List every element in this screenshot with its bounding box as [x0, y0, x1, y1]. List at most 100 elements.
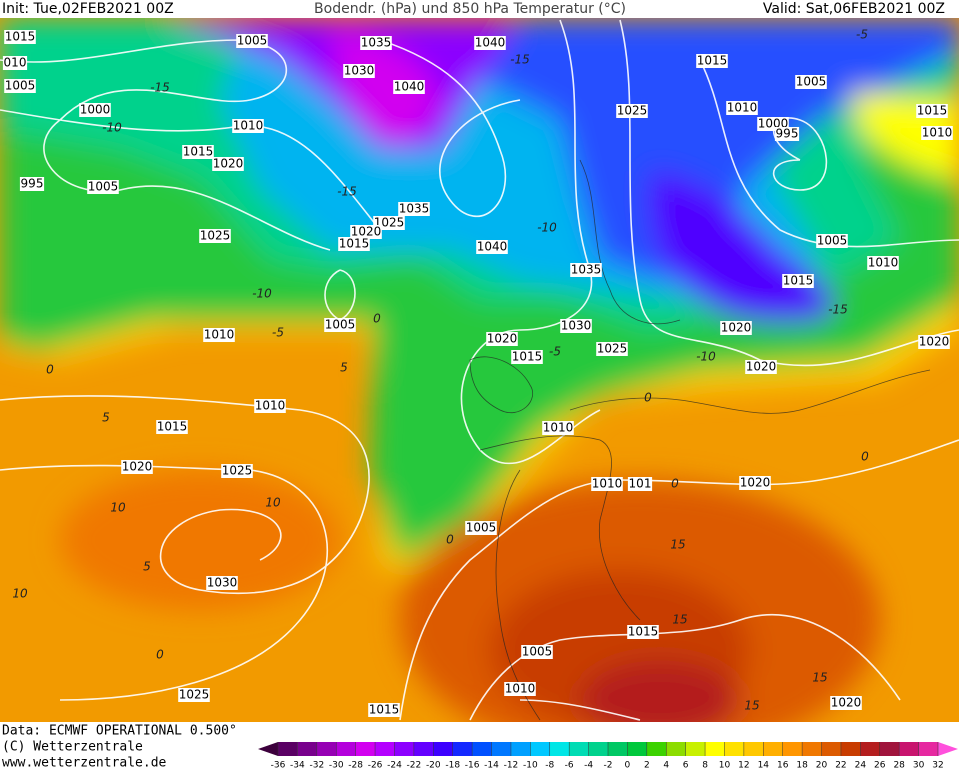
colorbar-tick-label: -12 — [504, 761, 519, 770]
temperature-label: 0 — [644, 391, 652, 405]
colorbar-tick-label: -20 — [426, 761, 441, 770]
colorbar: -36 -34 -32 -30 -28 -26 -24 -22 -20 -18 -16 -14 -12-… — [258, 742, 958, 770]
colorbar-tick-label: -10 — [523, 761, 538, 770]
temperature-label: -5 — [272, 326, 284, 340]
temperature-label: -5 — [549, 345, 561, 359]
isobar-label: 1015 — [369, 703, 400, 717]
isobar-label: 1010 — [543, 421, 574, 435]
colorbar-segment — [821, 742, 841, 756]
colorbar-tick-label: 22 — [835, 761, 846, 770]
colorbar-segment — [491, 742, 511, 756]
colorbar-segment — [705, 742, 725, 756]
colorbar-tick-label: -24 — [387, 761, 402, 770]
isobar-label-box — [350, 225, 382, 239]
colorbar-tick-label: 4 — [663, 761, 669, 770]
isobar-label: 1015 — [157, 420, 188, 434]
isobar-label: 1005 — [522, 645, 553, 659]
isobar-label: 1015 — [183, 145, 214, 159]
colorbar-segment — [646, 742, 667, 756]
colorbar-segment — [530, 742, 550, 756]
isobar-label-box — [921, 126, 953, 140]
isobar-label-box — [232, 119, 264, 133]
colorbar-segment — [724, 742, 744, 756]
isobar-label: 1005 — [796, 75, 827, 89]
isobar-label: 1030 — [344, 64, 375, 78]
colorbar-tick-label: -34 — [290, 761, 305, 770]
isobar-label: 1010 — [922, 126, 953, 140]
colorbar-segment — [278, 742, 298, 756]
isobar-label-box — [560, 319, 592, 333]
isobar-label: 1020 — [351, 225, 382, 239]
colorbar-segment — [297, 742, 317, 756]
isobar-label-box — [343, 64, 375, 78]
colorbar-tick-label: 10 — [719, 761, 731, 770]
temperature-label: 0 — [46, 363, 54, 377]
isobar-label: 1035 — [361, 36, 392, 50]
isobar-label-box — [178, 688, 210, 702]
isobar-label-box — [4, 30, 36, 44]
temperature-label: 0 — [156, 648, 164, 662]
colorbar-segment — [685, 742, 706, 756]
temperature-label: 15 — [812, 671, 827, 685]
colorbar-tick-label: 16 — [777, 761, 789, 770]
temperature-label: 10 — [265, 496, 281, 510]
isobar-label-box — [19, 177, 45, 191]
isobar-label: 1010 — [204, 328, 235, 342]
isobar-label: 1020 — [487, 332, 518, 346]
isobar-label: 1005 — [817, 234, 848, 248]
isobar-label-box — [830, 696, 862, 710]
colorbar-segment — [433, 742, 453, 756]
isobar-label: 1025 — [617, 104, 648, 118]
colorbar-segment — [666, 742, 686, 756]
data-source: Data: ECMWF OPERATIONAL 0.500° — [2, 724, 237, 739]
temperature-label: 15 — [670, 538, 685, 552]
temperature-label: 0 — [671, 477, 679, 491]
colorbar-tick-label: -30 — [329, 761, 344, 770]
isobar-label-box — [726, 101, 758, 115]
copyright: (C) Wetterzentrale — [2, 740, 143, 755]
isobar-label-box — [627, 625, 659, 639]
isobar-label-box — [254, 399, 286, 413]
colorbar-segment — [763, 742, 783, 756]
isobar-label: 1015 — [339, 237, 370, 251]
isobar-label: 1020 — [746, 360, 777, 374]
header-bar — [0, 0, 959, 18]
isobar-label: 1020 — [919, 335, 950, 349]
colorbar-tick-label: 6 — [683, 761, 689, 770]
init-time: Init: Tue,02FEB2021 00Z — [2, 1, 174, 17]
isobar-label: 1020 — [831, 696, 862, 710]
isobar-label-box — [504, 682, 536, 696]
isobar-label: 1040 — [477, 240, 508, 254]
colorbar-tick-label: -16 — [465, 761, 480, 770]
colorbar-segment — [627, 742, 647, 756]
isobar-label: 1020 — [213, 157, 244, 171]
isobar-label-box — [570, 263, 602, 277]
isobar-label-box — [221, 464, 253, 478]
colorbar-segment — [569, 742, 589, 756]
temperature-label: -10 — [252, 287, 272, 301]
isobar-label-box — [182, 145, 214, 159]
temperature-label: -15 — [150, 81, 170, 95]
isobar-label-box — [542, 421, 574, 435]
temperature-label: 10 — [110, 501, 126, 515]
colorbar-tick-label: 8 — [702, 761, 708, 770]
colorbar-tick-label: 24 — [855, 761, 867, 770]
temperature-label: -10 — [102, 121, 122, 135]
colorbar-tick-label: 12 — [738, 761, 749, 770]
colorbar-segment — [355, 742, 376, 756]
colorbar-tick-label: -28 — [348, 761, 363, 770]
colorbar-tick-label: -22 — [407, 761, 422, 770]
isobar-label: 1030 — [561, 319, 592, 333]
isobar-label-box — [616, 104, 648, 118]
colorbar-segment — [918, 742, 938, 756]
isobar-label: 1035 — [571, 263, 602, 277]
colorbar-tick-label: 30 — [913, 761, 925, 770]
isobar-label: 1040 — [394, 80, 425, 94]
isobar-label-box — [236, 34, 268, 48]
temperature-label: 15 — [672, 613, 687, 627]
temperature-label: -15 — [828, 303, 848, 317]
isobar-label: 1010 — [233, 119, 264, 133]
isobar-label: 1015 — [697, 54, 728, 68]
isobar-label-box — [916, 104, 948, 118]
